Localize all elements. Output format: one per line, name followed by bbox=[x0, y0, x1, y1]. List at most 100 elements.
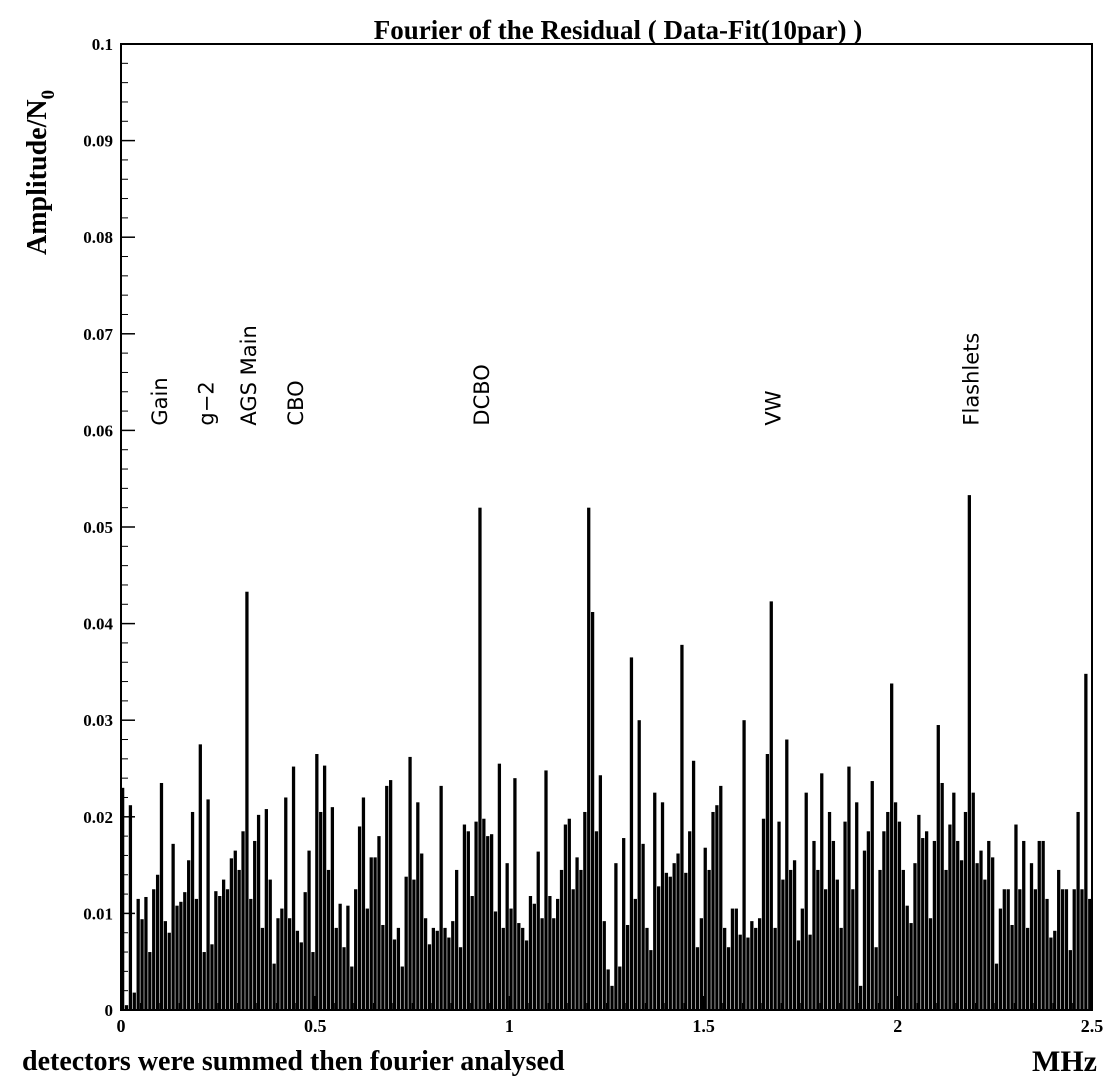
spectrum-bar bbox=[315, 754, 319, 1010]
spectrum-bar bbox=[187, 860, 191, 1010]
y-tick-label: 0.07 bbox=[83, 325, 113, 344]
spectrum-bar bbox=[155, 874, 160, 1010]
spectrum-bar bbox=[959, 860, 964, 1010]
spectrum-bar bbox=[994, 963, 999, 1010]
spectrum-bar bbox=[1088, 898, 1092, 1010]
spectrum-bar bbox=[594, 831, 599, 1010]
peak-annotation: Gain bbox=[148, 377, 172, 425]
spectrum-bar bbox=[625, 924, 630, 1010]
spectrum-bar bbox=[536, 851, 540, 1010]
y-tick-label: 0.09 bbox=[83, 132, 113, 151]
spectrum-bar bbox=[272, 963, 276, 1010]
spectrum-bar bbox=[121, 787, 125, 1010]
spectrum-bar bbox=[824, 889, 828, 1010]
spectrum-bar bbox=[408, 756, 412, 1010]
spectrum-bar bbox=[1041, 840, 1045, 1010]
spectrum-bar bbox=[528, 896, 533, 1010]
spectrum-bar bbox=[991, 857, 995, 1010]
spectrum-bar bbox=[909, 923, 913, 1010]
spectrum-bar bbox=[629, 657, 634, 1010]
peak-annotation: CBO bbox=[284, 380, 308, 425]
peak-annotation: AGS Main bbox=[237, 325, 261, 425]
spectrum-bar bbox=[641, 843, 645, 1010]
spectrum-bar bbox=[932, 840, 937, 1010]
spectrum-bar bbox=[1029, 863, 1034, 1010]
y-axis-label-subscript: 0 bbox=[38, 90, 59, 100]
spectrum-bar bbox=[765, 754, 770, 1010]
spectrum-bar bbox=[1080, 889, 1084, 1010]
x-tick-label: 1.5 bbox=[692, 1016, 715, 1036]
spectrum-bar bbox=[548, 896, 552, 1010]
spectrum-bar bbox=[303, 892, 307, 1010]
spectrum-bar bbox=[1045, 898, 1049, 1010]
spectrum-bar bbox=[167, 932, 171, 1010]
spectrum-bar bbox=[777, 821, 781, 1010]
spectrum-bar bbox=[924, 831, 929, 1010]
spectrum-bar bbox=[1002, 889, 1006, 1010]
spectrum-bar bbox=[381, 924, 385, 1010]
spectrum-bar bbox=[501, 927, 505, 1010]
spectrum-bar bbox=[979, 850, 983, 1010]
spectrum-bar bbox=[524, 940, 529, 1010]
spectrum-bar bbox=[1014, 824, 1018, 1010]
spectrum-bar bbox=[458, 947, 463, 1010]
spectrum-bar bbox=[451, 921, 455, 1010]
spectrum-bar bbox=[256, 814, 261, 1010]
spectrum-bar bbox=[688, 831, 692, 1010]
spectrum-bar bbox=[443, 927, 447, 1010]
spectrum-bar bbox=[431, 927, 435, 1010]
spectrum-bar bbox=[284, 797, 288, 1010]
spectrum-bar bbox=[268, 879, 272, 1010]
spectrum-bar bbox=[862, 850, 867, 1010]
spectrum-bar bbox=[1049, 937, 1053, 1010]
spectrum-bar bbox=[649, 950, 653, 1010]
spectrum-bar bbox=[241, 831, 245, 1010]
spectrum-bar bbox=[800, 908, 804, 1010]
spectrum-bar bbox=[921, 838, 925, 1010]
spectrum-bar bbox=[1060, 889, 1065, 1010]
y-tick-label: 0.08 bbox=[83, 228, 113, 247]
x-tick-label: 1 bbox=[505, 1016, 514, 1036]
spectrum-bar bbox=[656, 886, 661, 1010]
spectrum-bar bbox=[606, 969, 610, 1010]
spectrum-bar bbox=[276, 918, 280, 1010]
spectrum-bar bbox=[587, 507, 591, 1010]
spectrum-bar bbox=[695, 947, 700, 1010]
spectrum-bar bbox=[827, 811, 832, 1010]
spectrum-bar bbox=[486, 836, 490, 1010]
x-tick-label: 0 bbox=[117, 1016, 126, 1036]
spectrum-bar bbox=[691, 760, 696, 1010]
spectrum-bar bbox=[295, 930, 300, 1010]
spectrum-bar bbox=[971, 792, 975, 1010]
spectrum-bar bbox=[913, 863, 917, 1010]
spectrum-bar bbox=[563, 824, 568, 1010]
spectrum-bar bbox=[237, 869, 241, 1010]
spectrum-bar bbox=[513, 778, 517, 1010]
spectrum-bar bbox=[598, 775, 603, 1010]
spectrum-bar bbox=[478, 507, 482, 1010]
spectrum-bar bbox=[326, 869, 331, 1010]
spectrum-bar bbox=[730, 908, 735, 1010]
spectrum-bar bbox=[396, 927, 401, 1010]
spectrum-bar bbox=[668, 876, 672, 1010]
y-tick-label: 0.02 bbox=[83, 808, 113, 827]
spectrum-bar bbox=[249, 898, 253, 1010]
spectrum-bar bbox=[521, 927, 525, 1010]
spectrum-bar bbox=[420, 853, 424, 1010]
spectrum-bar bbox=[893, 802, 898, 1010]
spectrum-bar bbox=[773, 927, 777, 1010]
spectrum-bar bbox=[1037, 840, 1041, 1010]
spectrum-bar bbox=[998, 908, 1003, 1010]
spectrum-bar bbox=[307, 850, 311, 1010]
spectrum-bar bbox=[330, 807, 335, 1010]
spectrum-bar bbox=[447, 937, 451, 1010]
peak-annotation: VW bbox=[762, 390, 786, 425]
spectrum-bar bbox=[987, 840, 991, 1010]
spectrum-bar bbox=[622, 838, 626, 1010]
x-tick-label: 2 bbox=[893, 1016, 902, 1036]
spectrum-bar bbox=[645, 927, 649, 1010]
spectrum-bar bbox=[808, 934, 812, 1010]
y-tick-label: 0.04 bbox=[83, 615, 113, 634]
spectrum-bar bbox=[610, 985, 614, 1010]
spectrum-bar bbox=[311, 952, 315, 1010]
